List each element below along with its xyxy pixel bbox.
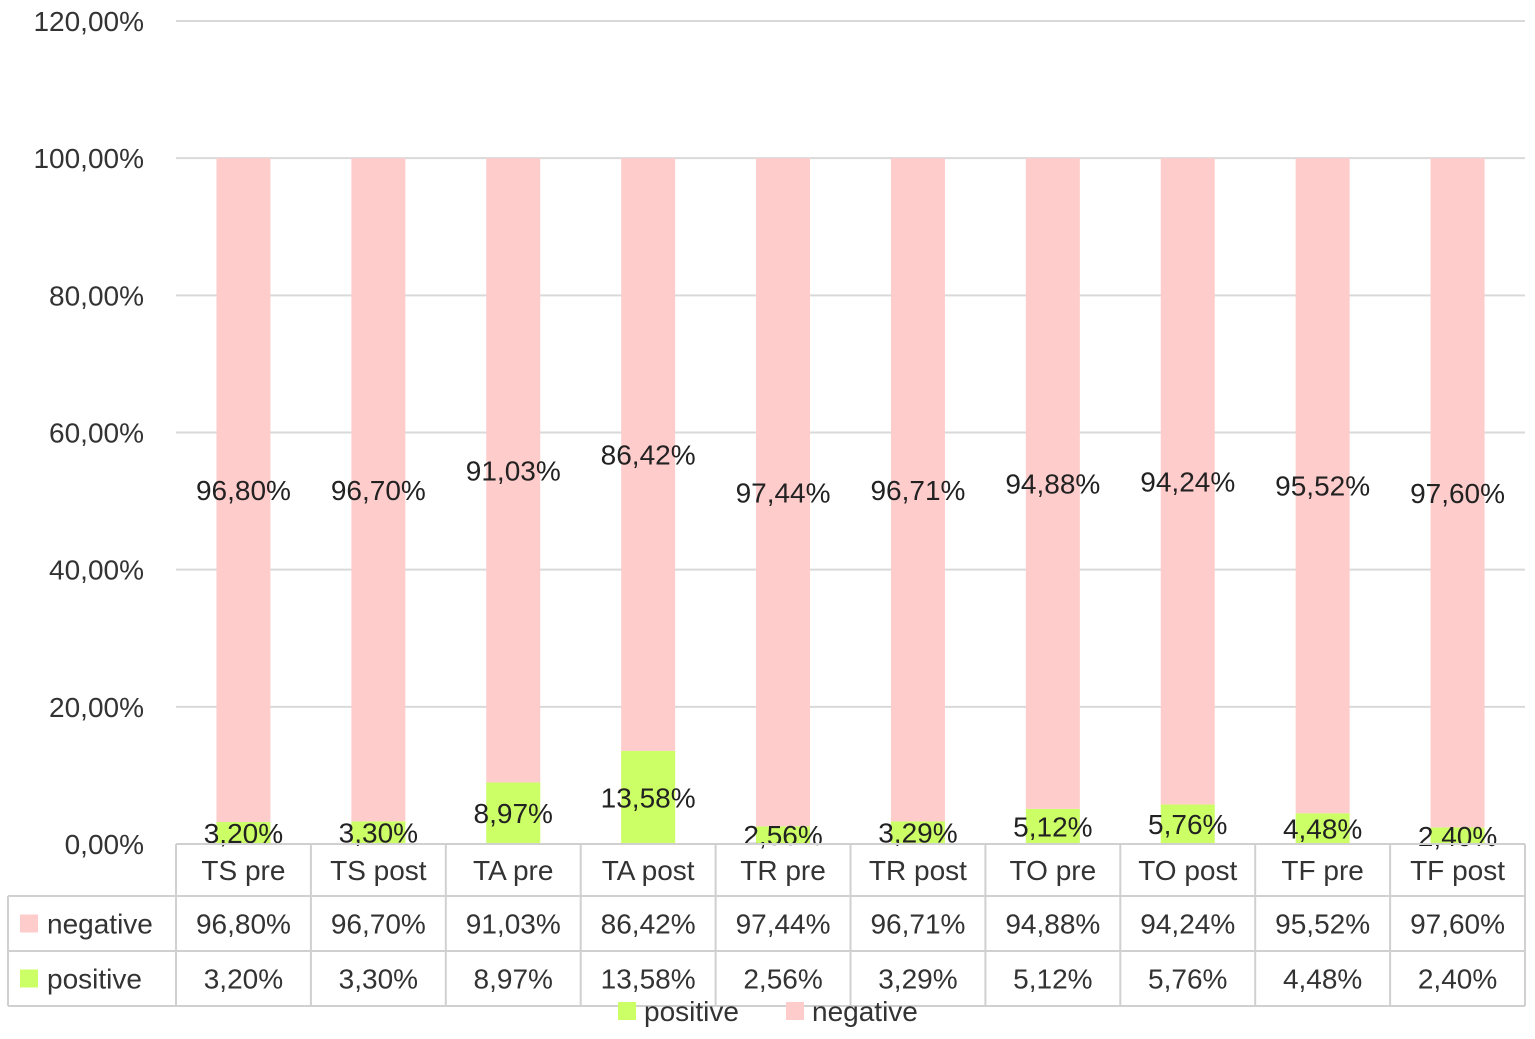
- data-label-positive: 5,12%: [1013, 811, 1092, 842]
- bar-positive: [1025, 808, 1080, 844]
- y-tick-label: 120,00%: [33, 6, 144, 37]
- table-cell: 2,40%: [1418, 964, 1497, 995]
- table-cell: 96,71%: [870, 909, 965, 940]
- data-label-negative: 96,80%: [196, 475, 291, 506]
- category-label: TA pre: [473, 855, 553, 886]
- data-label-negative: 94,88%: [1005, 469, 1100, 500]
- table-cell: 94,24%: [1140, 909, 1235, 940]
- bar-positive: [1295, 813, 1350, 844]
- category-label: TA post: [602, 855, 695, 886]
- data-label-negative: 96,71%: [870, 475, 965, 506]
- bar-negative: [890, 158, 945, 822]
- y-tick-label: 0,00%: [65, 829, 144, 860]
- bar-negative: [1025, 158, 1080, 809]
- data-label-negative: 86,42%: [601, 440, 696, 471]
- bar-negative: [486, 158, 541, 783]
- y-tick-label: 80,00%: [49, 280, 144, 311]
- data-label-positive: 5,76%: [1148, 809, 1227, 840]
- data-label-negative: 96,70%: [331, 475, 426, 506]
- y-tick-label: 100,00%: [33, 143, 144, 174]
- category-label: TO pre: [1010, 855, 1097, 886]
- bar-negative: [216, 158, 271, 823]
- table-cell: 96,80%: [196, 909, 291, 940]
- bar-positive: [216, 822, 271, 844]
- bar-positive: [486, 782, 541, 844]
- data-label-negative: 94,24%: [1140, 466, 1235, 497]
- table-cell: 5,76%: [1148, 964, 1227, 995]
- data-label-negative: 97,44%: [736, 477, 831, 508]
- table-cell: 3,29%: [878, 964, 957, 995]
- table-cell: 97,60%: [1410, 909, 1505, 940]
- legend-label-positive: positive: [644, 996, 739, 1027]
- bar-positive: [756, 826, 811, 844]
- y-tick-label: 40,00%: [49, 555, 144, 586]
- category-label: TS pre: [201, 855, 285, 886]
- legend-label-negative: negative: [812, 996, 918, 1027]
- table-row-label: negative: [47, 909, 153, 940]
- bar-positive: [1430, 827, 1485, 844]
- bar-negative: [1295, 158, 1350, 814]
- table-legend-key-negative: [20, 914, 38, 933]
- table-cell: 3,20%: [204, 964, 283, 995]
- legend-swatch-positive: [618, 1002, 636, 1020]
- table-cell: 91,03%: [466, 909, 561, 940]
- table-cell: 4,48%: [1283, 964, 1362, 995]
- bar-positive: [1160, 804, 1215, 844]
- bar-negative: [1430, 158, 1485, 828]
- table-legend-key-positive: [20, 969, 38, 988]
- data-label-positive: 8,97%: [474, 798, 553, 829]
- table-cell: 86,42%: [601, 909, 696, 940]
- table-cell: 94,88%: [1005, 909, 1100, 940]
- category-label: TF post: [1410, 855, 1505, 886]
- table-cell: 5,12%: [1013, 964, 1092, 995]
- bar-positive: [351, 821, 406, 844]
- y-axis: 0,00% 20,00% 40,00% 60,00% 80,00% 100,00% 120,…: [33, 6, 144, 860]
- bar-negative: [1160, 158, 1215, 805]
- bars: [216, 158, 1485, 844]
- category-label: TF pre: [1281, 855, 1363, 886]
- bar-negative: [351, 158, 406, 822]
- legend-swatch-negative: [786, 1002, 804, 1020]
- data-label-negative: 97,60%: [1410, 478, 1505, 509]
- data-label-positive: 2,40%: [1418, 821, 1497, 852]
- table-cell: 8,97%: [474, 964, 553, 995]
- data-label-positive: 13,58%: [601, 782, 696, 813]
- data-label-negative: 91,03%: [466, 455, 561, 486]
- category-label: TO post: [1138, 855, 1237, 886]
- table-cell: 96,70%: [331, 909, 426, 940]
- table-cell: 95,52%: [1275, 909, 1370, 940]
- y-tick-label: 60,00%: [49, 418, 144, 449]
- bar-positive: [890, 821, 945, 844]
- y-tick-label: 20,00%: [49, 692, 144, 723]
- bar-positive: [621, 750, 676, 844]
- category-label: TR pre: [740, 855, 826, 886]
- table-cell: 2,56%: [743, 964, 822, 995]
- table-row-label: positive: [47, 964, 142, 995]
- legend: positive negative: [618, 996, 918, 1027]
- table-cell: 3,30%: [339, 964, 418, 995]
- table-cell: 97,44%: [736, 909, 831, 940]
- category-label: TS post: [330, 855, 427, 886]
- data-label-positive: 2,56%: [743, 820, 822, 851]
- bar-negative: [756, 158, 811, 827]
- category-label: TR post: [869, 855, 967, 886]
- data-label-negative: 95,52%: [1275, 471, 1370, 502]
- data-table: TS pre TS post TA pre TA post TR pre TR post T…: [7, 843, 1526, 1007]
- table-cell: 13,58%: [601, 964, 696, 995]
- bar-negative: [621, 158, 676, 751]
- data-label-positive: 4,48%: [1283, 814, 1362, 845]
